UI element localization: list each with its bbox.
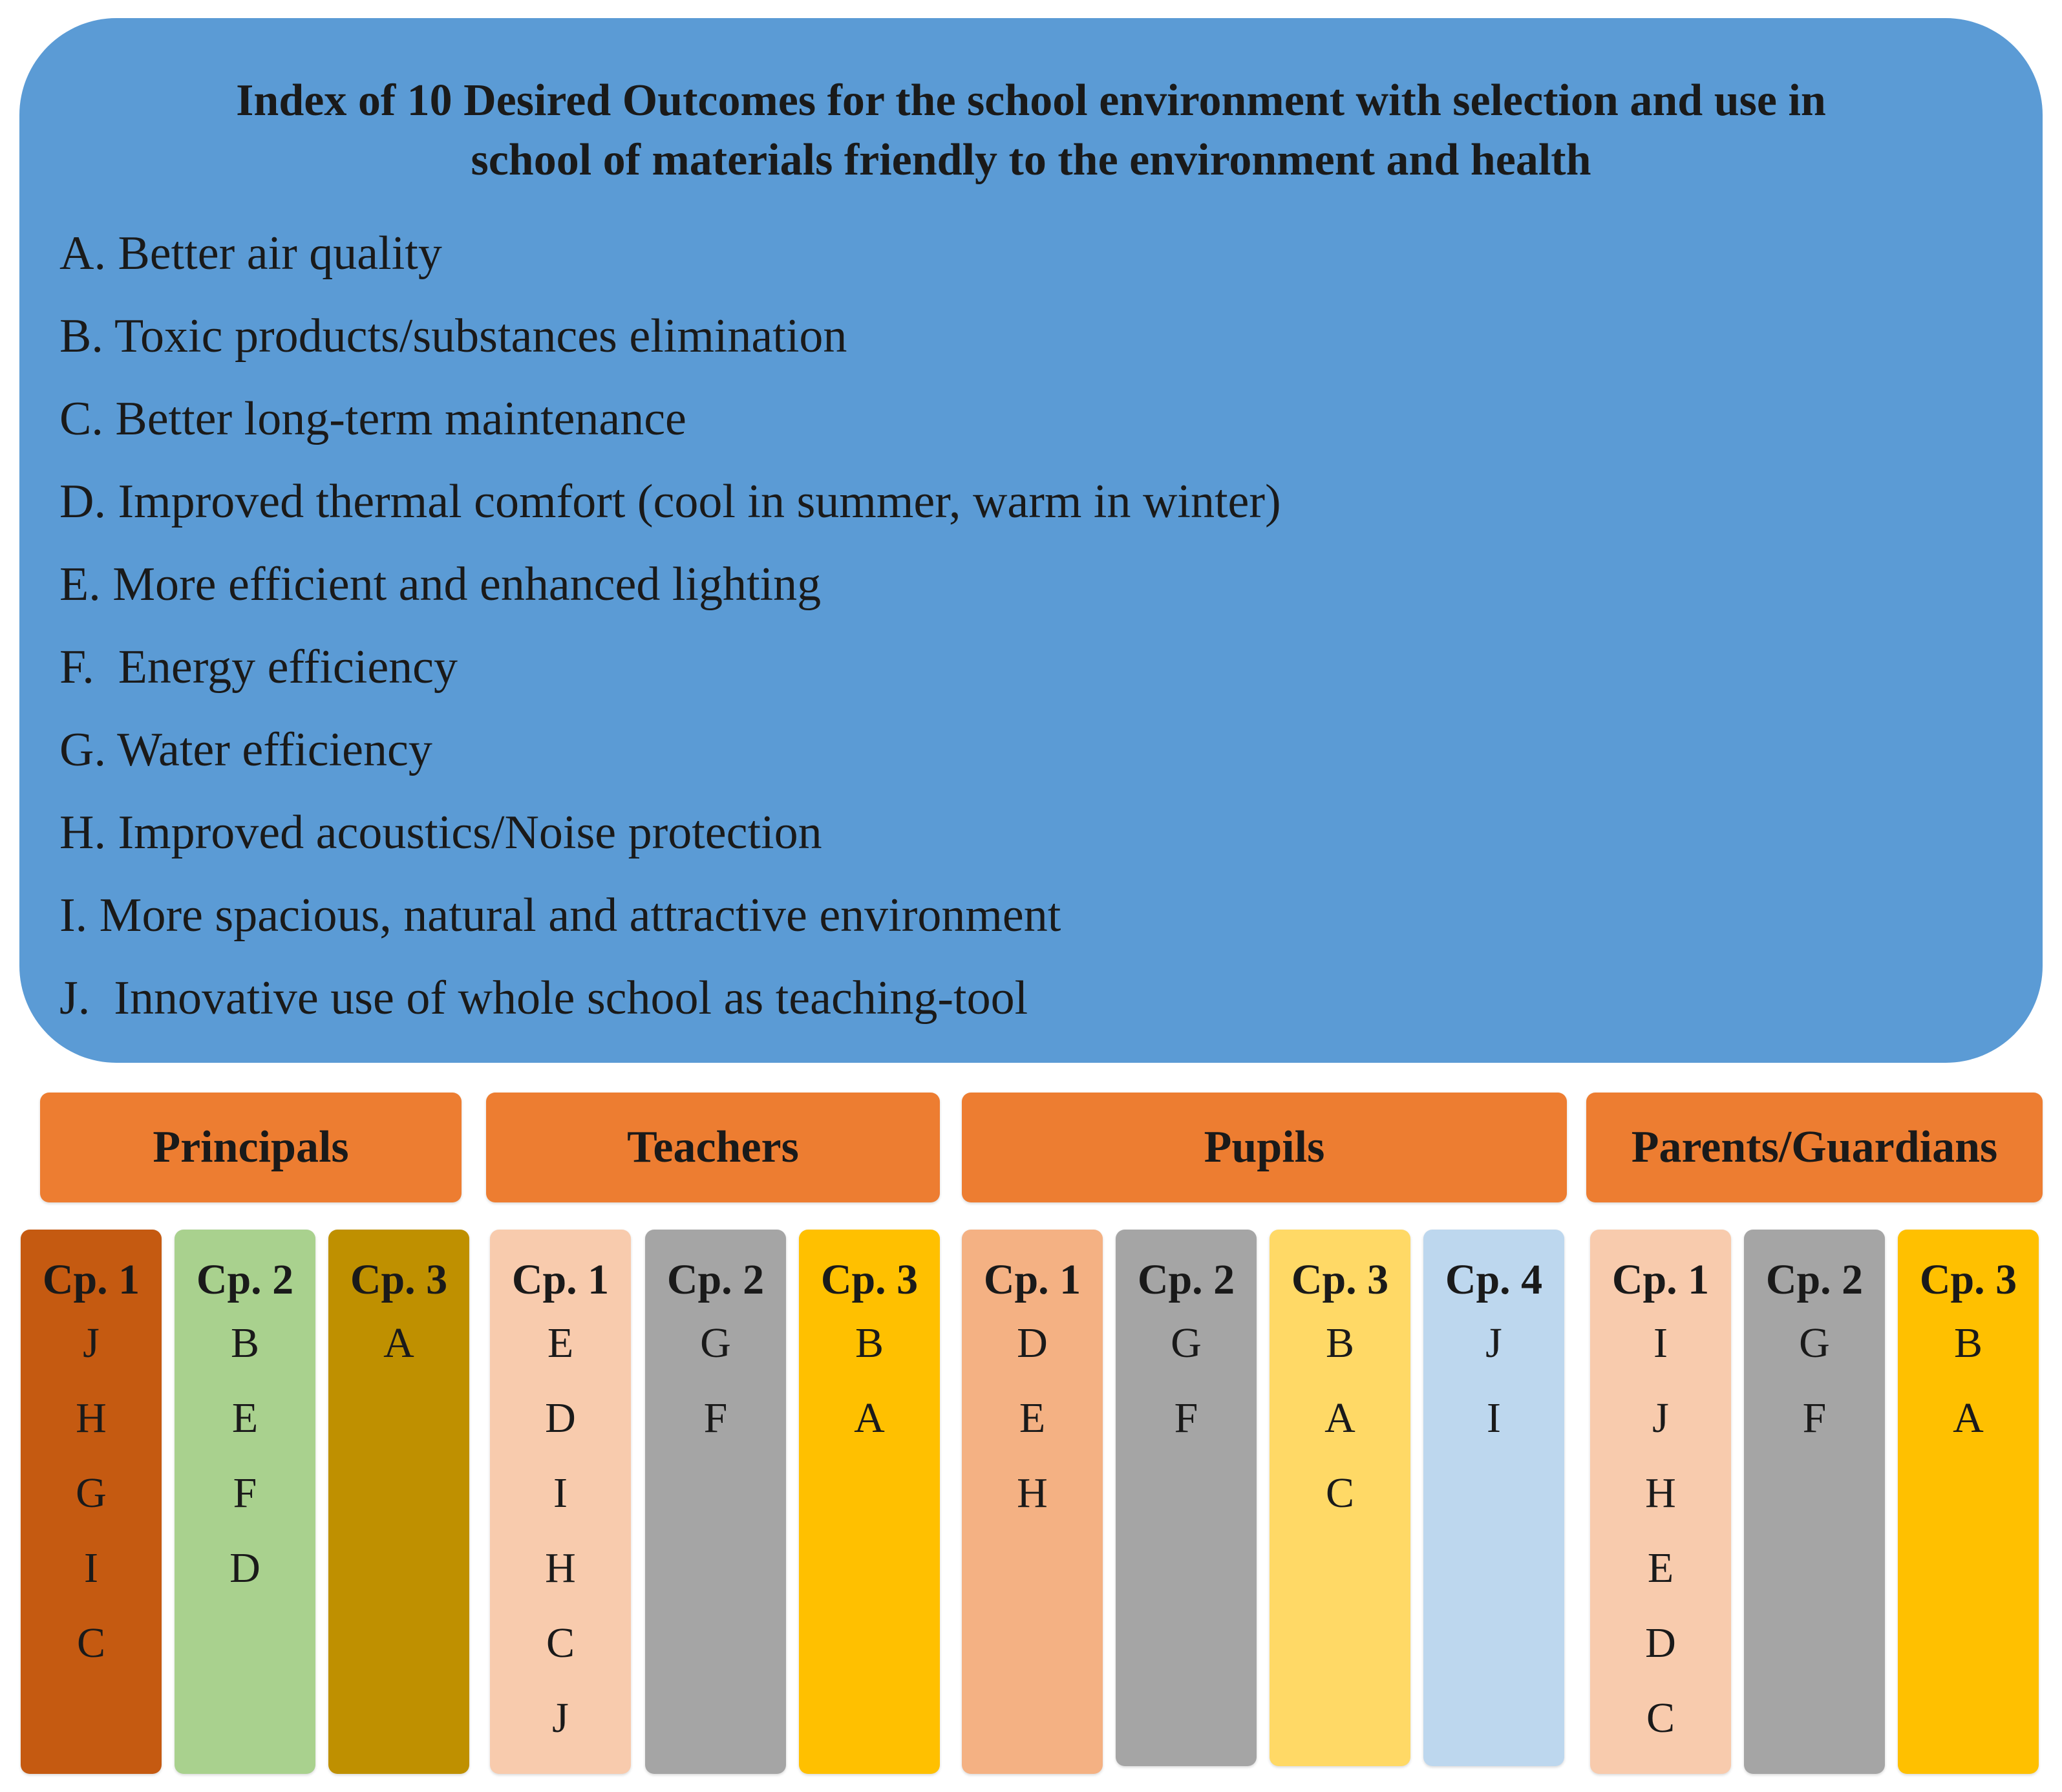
cluster-items: B A (799, 1306, 940, 1456)
cluster-item: G (1799, 1319, 1830, 1367)
cluster-item: A (1953, 1394, 1984, 1442)
cluster-item: H (76, 1394, 107, 1442)
cluster-items: J I (1423, 1306, 1564, 1456)
outcome-c: C. Better long-term maintenance (59, 392, 686, 445)
cluster-item: B (855, 1319, 884, 1367)
cluster-items: G F (1744, 1306, 1885, 1456)
cluster-item: F (233, 1469, 257, 1517)
cluster-label: Cp. 2 (1137, 1256, 1235, 1303)
cluster-items: B E F D (175, 1306, 315, 1606)
cluster-item: B (1953, 1319, 1983, 1367)
cluster-item: H (1017, 1469, 1048, 1517)
cluster-items: B A C (1270, 1306, 1410, 1531)
cluster-item: E (547, 1319, 574, 1367)
cluster-item: E (1019, 1394, 1046, 1442)
outcome-i: I. More spacious, natural and attractive… (59, 889, 1061, 942)
outcomes-list: A. Better air quality B. Toxic products/… (59, 212, 1281, 1040)
cluster-label: Cp. 3 (1919, 1256, 2017, 1303)
cluster-item: H (545, 1544, 576, 1592)
pupils-cluster-2: Cp. 2 G F (1116, 1230, 1257, 1766)
cluster-item: F (1802, 1394, 1827, 1442)
cluster-items: B A (1898, 1306, 2039, 1456)
cluster-item: D (1645, 1619, 1676, 1667)
index-title: Index of 10 Desired Outcomes for the sch… (58, 71, 2004, 190)
cluster-item: C (76, 1619, 106, 1667)
parents-cluster-3: Cp. 3 B A (1898, 1230, 2039, 1774)
cluster-label: Cp. 1 (983, 1256, 1081, 1303)
cluster-label: Cp. 3 (1291, 1256, 1389, 1303)
cluster-item: H (1645, 1469, 1676, 1517)
cluster-item: J (1652, 1394, 1669, 1442)
principals-cluster-3: Cp. 3 A (328, 1230, 469, 1774)
cluster-item: J (83, 1319, 100, 1367)
outcome-j: J. Innovative use of whole school as tea… (59, 972, 1028, 1025)
cluster-item: F (1174, 1394, 1198, 1442)
cluster-items: E D I H C J (490, 1306, 631, 1756)
cluster-items: I J H E D C (1590, 1306, 1731, 1756)
cluster-items: G F (645, 1306, 786, 1456)
cluster-item: J (552, 1694, 569, 1742)
parents-cluster-1: Cp. 1 I J H E D C (1590, 1230, 1731, 1774)
cluster-item: A (854, 1394, 885, 1442)
cluster-items: J H G I C (21, 1306, 162, 1681)
pupils-cluster-4: Cp. 4 J I (1423, 1230, 1564, 1766)
cluster-item: A (1324, 1394, 1355, 1442)
outcome-b: B. Toxic products/substances elimination (59, 310, 847, 363)
teachers-cluster-2: Cp. 2 G F (645, 1230, 786, 1774)
cluster-label: Cp. 2 (1765, 1256, 1864, 1303)
cluster-label: Cp. 3 (820, 1256, 919, 1303)
cluster-item: G (1171, 1319, 1202, 1367)
cluster-label: Cp. 1 (1611, 1256, 1710, 1303)
teachers-cluster-1: Cp. 1 E D I H C J (490, 1230, 631, 1774)
pupils-cluster-3: Cp. 3 B A C (1270, 1230, 1410, 1766)
cluster-items: G F (1116, 1306, 1257, 1456)
cluster-item: B (230, 1319, 260, 1367)
cluster-item: D (1017, 1319, 1048, 1367)
cluster-item: I (553, 1469, 568, 1517)
cluster-label: Cp. 4 (1445, 1256, 1543, 1303)
cluster-item: D (545, 1394, 576, 1442)
teachers-cluster-3: Cp. 3 B A (799, 1230, 940, 1774)
outcome-g: G. Water efficiency (59, 723, 432, 776)
group-header-principals: Principals (40, 1093, 462, 1202)
group-header-teachers: Teachers (486, 1093, 940, 1202)
cluster-item: J (1485, 1319, 1502, 1367)
cluster-item: F (703, 1394, 728, 1442)
index-title-line-2: school of materials friendly to the envi… (471, 135, 1591, 185)
cluster-item: D (229, 1544, 260, 1592)
pupils-cluster-1: Cp. 1 D E H (962, 1230, 1103, 1774)
cluster-label: Cp. 2 (196, 1256, 294, 1303)
principals-cluster-1: Cp. 1 J H G I C (21, 1230, 162, 1774)
cluster-item: G (76, 1469, 107, 1517)
group-header-pupils: Pupils (962, 1093, 1567, 1202)
group-header-parents-guardians: Parents/Guardians (1586, 1093, 2043, 1202)
outcome-d: D. Improved thermal comfort (cool in sum… (59, 475, 1281, 528)
cluster-item: I (1653, 1319, 1668, 1367)
principals-cluster-2: Cp. 2 B E F D (175, 1230, 315, 1774)
outcome-a: A. Better air quality (59, 227, 442, 280)
cluster-item: G (700, 1319, 731, 1367)
cluster-label: Cp. 2 (666, 1256, 765, 1303)
outcome-f: F. Energy efficiency (59, 641, 458, 694)
cluster-label: Cp. 1 (511, 1256, 610, 1303)
outcomes-index-panel: Index of 10 Desired Outcomes for the sch… (19, 18, 2043, 1063)
cluster-item: I (1487, 1394, 1501, 1442)
cluster-item: E (231, 1394, 259, 1442)
cluster-items: D E H (962, 1306, 1103, 1531)
outcome-h: H. Improved acoustics/Noise protection (59, 806, 822, 859)
cluster-item: C (1325, 1469, 1355, 1517)
cluster-item: E (1647, 1544, 1674, 1592)
cluster-item: I (84, 1544, 98, 1592)
cluster-item: C (1646, 1694, 1675, 1742)
cluster-label: Cp. 1 (42, 1256, 140, 1303)
cluster-items: A (328, 1306, 469, 1381)
index-title-line-1: Index of 10 Desired Outcomes for the sch… (236, 76, 1826, 125)
cluster-item: C (546, 1619, 575, 1667)
cluster-item: A (383, 1319, 414, 1367)
cluster-item: B (1325, 1319, 1355, 1367)
outcome-e: E. More efficient and enhanced lighting (59, 558, 822, 611)
cluster-label: Cp. 3 (350, 1256, 448, 1303)
parents-cluster-2: Cp. 2 G F (1744, 1230, 1885, 1774)
